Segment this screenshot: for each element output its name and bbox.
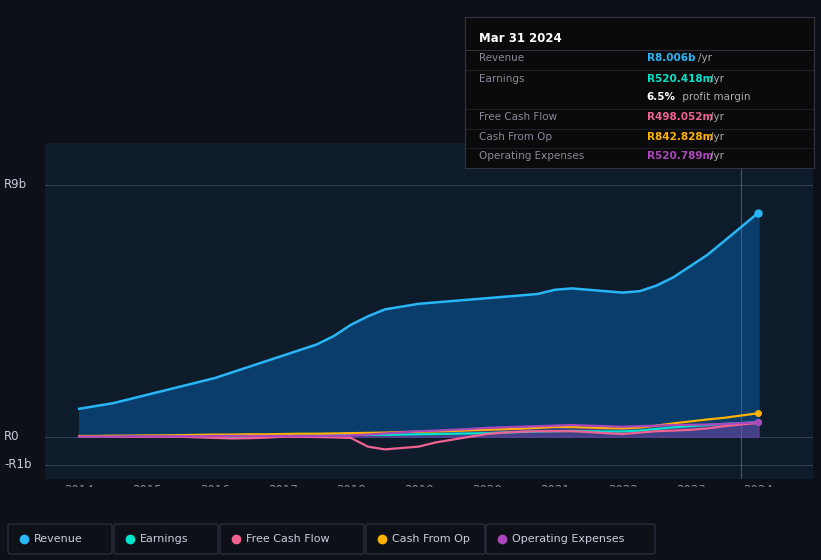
Text: Cash From Op: Cash From Op <box>479 132 552 142</box>
Text: Revenue: Revenue <box>479 53 524 63</box>
Text: Free Cash Flow: Free Cash Flow <box>479 112 557 122</box>
Text: Cash From Op: Cash From Op <box>392 534 470 544</box>
Text: R498.052m: R498.052m <box>647 112 713 122</box>
Text: Operating Expenses: Operating Expenses <box>512 534 625 544</box>
Text: R520.418m: R520.418m <box>647 74 713 84</box>
Text: /yr: /yr <box>698 53 712 63</box>
Text: Earnings: Earnings <box>140 534 189 544</box>
Text: Operating Expenses: Operating Expenses <box>479 151 584 161</box>
Text: 6.5%: 6.5% <box>647 92 676 102</box>
Text: Revenue: Revenue <box>34 534 83 544</box>
Text: /yr: /yr <box>710 112 724 122</box>
Text: -R1b: -R1b <box>4 458 31 472</box>
Text: Earnings: Earnings <box>479 74 524 84</box>
Text: /yr: /yr <box>710 132 724 142</box>
Text: Mar 31 2024: Mar 31 2024 <box>479 32 562 45</box>
Text: R8.006b: R8.006b <box>647 53 695 63</box>
Text: profit margin: profit margin <box>679 92 750 102</box>
Text: /yr: /yr <box>710 74 724 84</box>
Text: Free Cash Flow: Free Cash Flow <box>246 534 329 544</box>
Text: R9b: R9b <box>4 178 27 192</box>
Text: /yr: /yr <box>710 151 724 161</box>
Text: R520.789m: R520.789m <box>647 151 713 161</box>
Text: R842.828m: R842.828m <box>647 132 713 142</box>
Text: R0: R0 <box>4 430 20 444</box>
